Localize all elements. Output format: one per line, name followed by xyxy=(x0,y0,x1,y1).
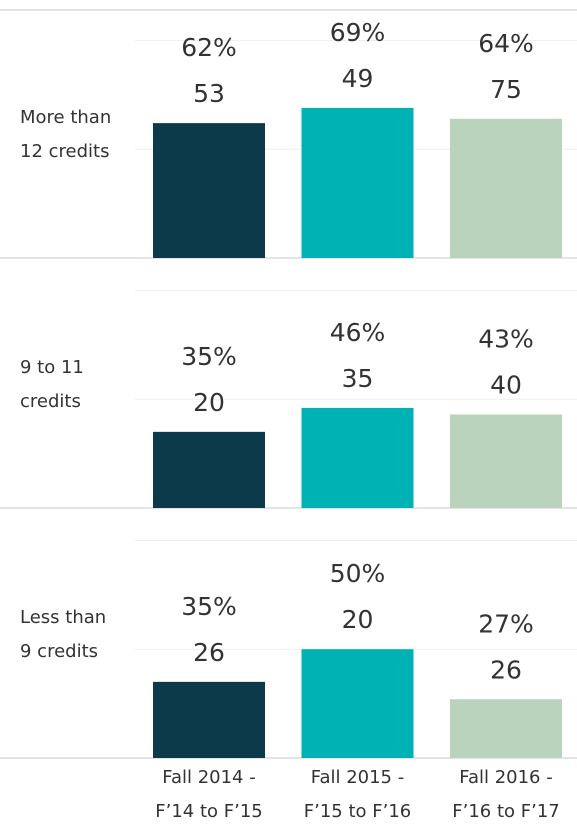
count-label: 26 xyxy=(193,638,225,667)
bar xyxy=(450,414,562,508)
bar xyxy=(153,431,265,508)
percent-label: 35% xyxy=(181,342,237,371)
row-label: Less than xyxy=(20,607,106,628)
x-tick-label: F’14 to F’15 xyxy=(155,801,262,822)
bar xyxy=(301,407,414,508)
count-label: 20 xyxy=(342,605,374,634)
count-label: 53 xyxy=(193,79,225,108)
bar xyxy=(153,681,265,758)
percent-label: 62% xyxy=(181,33,237,62)
row-label: credits xyxy=(20,391,81,412)
percent-label: 46% xyxy=(330,318,386,347)
bar xyxy=(301,107,414,258)
count-label: 26 xyxy=(490,655,522,684)
count-label: 40 xyxy=(490,370,522,399)
x-tick-label: F’16 to F’17 xyxy=(452,801,559,822)
row-label: 12 credits xyxy=(20,141,109,162)
bar xyxy=(450,118,562,258)
percent-label: 64% xyxy=(478,29,534,58)
count-label: 49 xyxy=(342,64,374,93)
bar xyxy=(153,123,265,259)
row-label: More than xyxy=(20,107,111,128)
percent-label: 27% xyxy=(478,609,534,638)
count-label: 20 xyxy=(193,388,225,417)
percent-label: 69% xyxy=(330,18,386,47)
bar xyxy=(450,699,562,758)
count-label: 75 xyxy=(490,75,522,104)
x-tick-label: Fall 2016 - xyxy=(459,767,552,788)
bar xyxy=(301,649,414,758)
percent-label: 43% xyxy=(478,324,534,353)
x-tick-label: F’15 to F’16 xyxy=(304,801,411,822)
percent-label: 50% xyxy=(330,559,386,588)
count-label: 35 xyxy=(342,364,374,393)
x-tick-label: Fall 2015 - xyxy=(311,767,404,788)
row-label: 9 credits xyxy=(20,641,98,662)
row-label: 9 to 11 xyxy=(20,357,84,378)
percent-label: 35% xyxy=(181,592,237,621)
x-tick-label: Fall 2014 - xyxy=(162,767,255,788)
